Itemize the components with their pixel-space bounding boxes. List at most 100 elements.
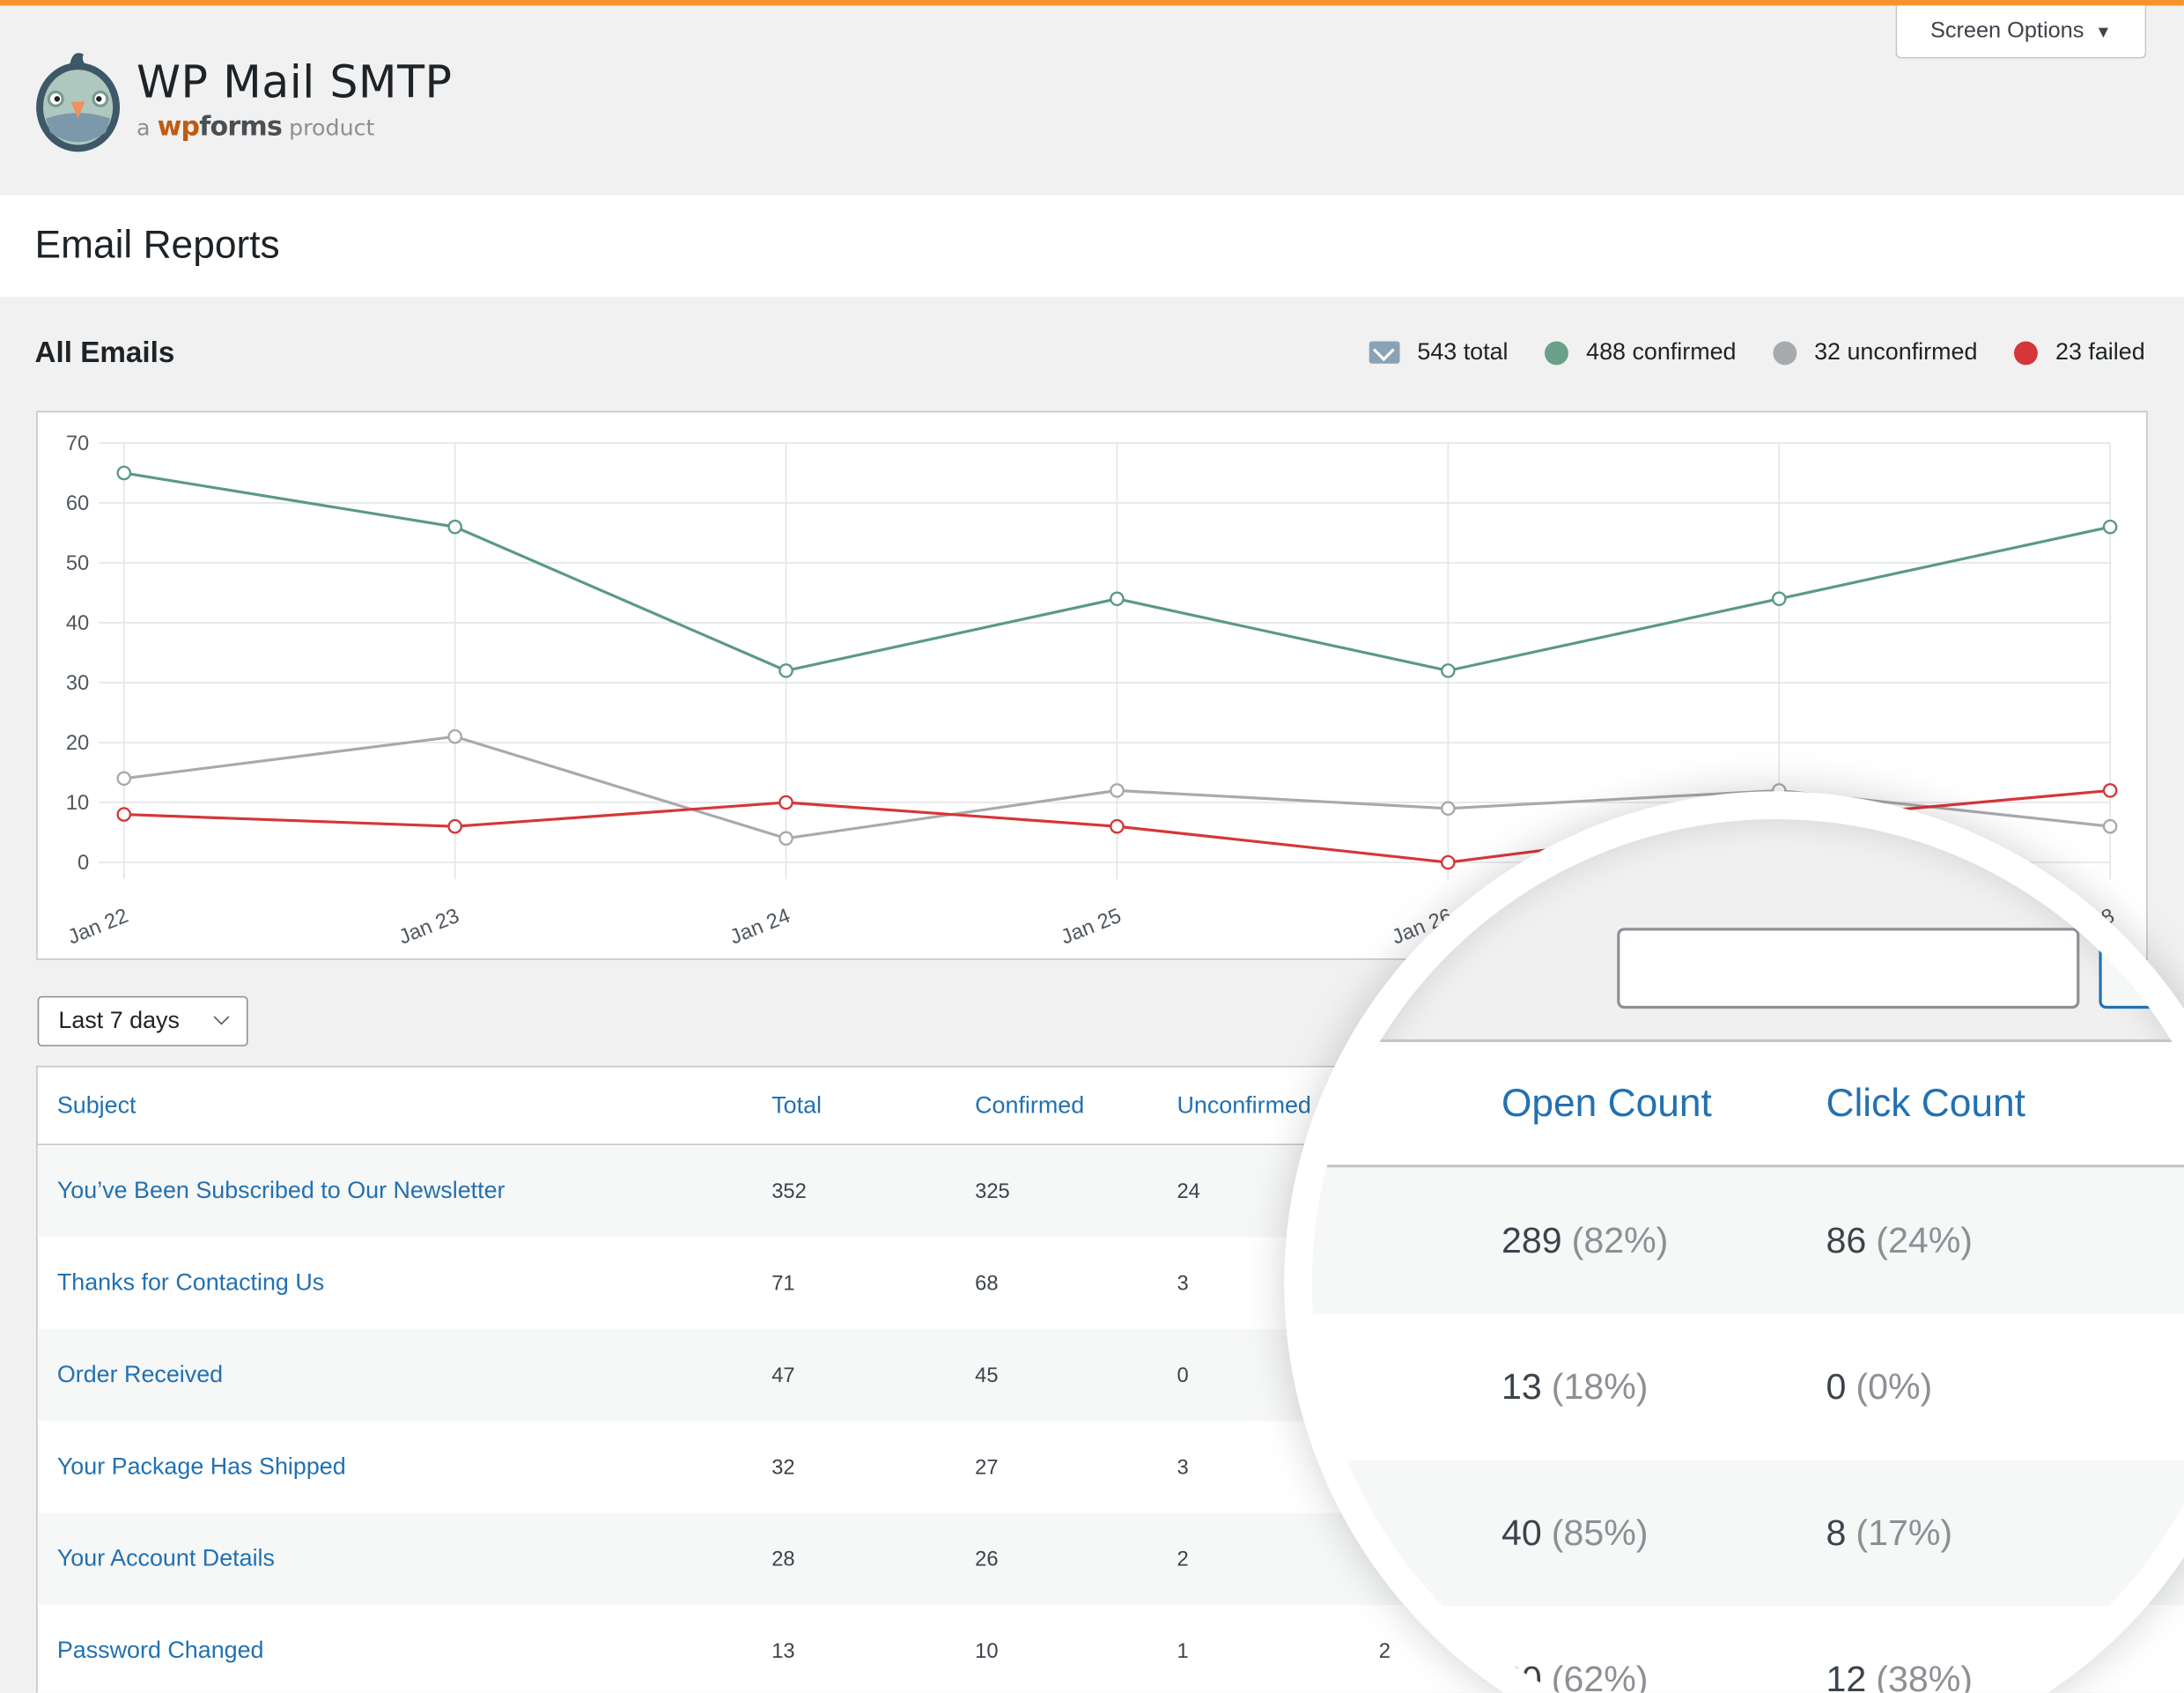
unconfirmed-cell: 0 [1177,1363,1189,1387]
click-count-cell: 8 (17%) [1826,1460,1952,1607]
subject-link[interactable]: Password Changed [56,1637,264,1664]
table-row: Your Package Has Shipped 32 27 3 [38,1421,2184,1512]
section-title: All Emails [34,336,175,370]
failed-data-point [447,818,462,834]
open-count-cell: 289 (82%) [1502,1167,1668,1313]
column-click-count[interactable]: Click Count [1826,1081,2025,1125]
column-total[interactable]: Total [771,1091,823,1119]
open-count-value: 40 [1501,1512,1542,1554]
legend-label: 488 confirmed [1586,338,1737,366]
x-tick-label: Jan 24 [727,905,793,950]
unconfirmed-cell: 2 [1177,1547,1189,1571]
subject-link[interactable]: Thanks for Contacting Us [56,1268,325,1296]
confirmed-cell: 10 [975,1638,999,1663]
click-percent: (17%) [1856,1512,1953,1554]
title-band [0,195,2184,297]
click-percent: (38%) [1876,1658,1973,1693]
legend-label: 23 failed [2055,338,2145,366]
open-count-cell: 40 (85%) [1502,1460,1649,1607]
total-cell: 13 [771,1638,795,1663]
subject-link[interactable]: You’ve Been Subscribed to Our Newsletter [56,1177,505,1204]
unconfirmed-dot-icon [1772,340,1797,365]
magnified-row: 289 (82%) 86 (24%) [1311,1167,2184,1314]
unconfirmed-cell: 3 [1177,1454,1189,1479]
date-range-value: Last 7 days [58,1007,180,1034]
search-input[interactable] [1617,928,2080,1009]
column-confirmed[interactable]: Confirmed [975,1091,1085,1119]
open-count-value: 289 [1501,1218,1562,1261]
open-percent: (62%) [1551,1658,1649,1693]
screen-options-label: Screen Options [1929,18,2084,43]
chevron-down-icon [213,1009,230,1025]
magnified-header: Open Count Click Count [1311,1042,2184,1168]
confirmed-cell: 68 [975,1271,999,1296]
unconfirmed-cell: 24 [1177,1179,1200,1203]
x-tick-label: Jan 25 [1058,905,1125,950]
legend-label: 32 unconfirmed [1814,338,1978,366]
failed-data-point [116,807,132,822]
brand-title: WP Mail SMTP [136,55,453,109]
failed-data-point [778,795,793,810]
y-tick-label: 20 [66,732,89,755]
confirmed-data-point [1110,591,1125,607]
brand-subtitle: a wpforms product [136,112,374,143]
y-tick-label: 70 [66,432,89,455]
unconfirmed-data-point [1110,783,1125,798]
click-count-cell: 86 (24%) [1826,1167,1973,1313]
mail-icon [1369,341,1399,364]
magnified-row: 20 (62%) 12 (38%) [1312,1607,2184,1693]
click-percent: (24%) [1876,1218,1973,1261]
x-tick-label: Jan 22 [65,905,132,950]
column-subject[interactable]: Subject [56,1091,136,1119]
subject-link[interactable]: Your Package Has Shipped [56,1453,346,1480]
brand-prefix: a [136,114,151,141]
open-count-cell: 20 (62%) [1502,1607,1649,1693]
unconfirmed-data-point [778,831,793,846]
legend-confirmed[interactable]: 488 confirmed [1544,338,1737,366]
brand-suffix: product [289,114,375,141]
open-count-value: 20 [1501,1658,1542,1693]
pigeon-logo-icon [36,53,121,152]
total-cell: 32 [771,1454,795,1479]
unconfirmed-data-point [2102,818,2118,834]
failed-data-point [1110,818,1125,834]
magnifier: Open Count Click Count 289 (82%) 86 (24%) 13… [1311,818,2184,1693]
magnified-row: 13 (18%) 0 (0%) [1312,1313,2184,1460]
y-tick-label: 40 [66,612,89,635]
total-cell: 28 [771,1547,795,1571]
confirmed-data-point [116,465,132,481]
confirmed-data-point [447,519,462,535]
y-tick-label: 50 [66,552,89,575]
total-cell: 352 [771,1179,807,1203]
unconfirmed-cell: 1 [1177,1638,1189,1663]
column-unconfirmed[interactable]: Unconfirmed [1177,1091,1311,1119]
magnified-table: Open Count Click Count 289 (82%) 86 (24%) 13… [1311,1039,2184,1693]
confirmed-cell: 26 [975,1547,999,1571]
y-tick-label: 0 [77,852,89,875]
confirmed-data-point [1441,663,1456,678]
brand-wp: wp [157,111,200,143]
search-button[interactable] [2099,928,2184,1009]
y-tick-label: 10 [66,792,89,815]
subject-link[interactable]: Order Received [56,1361,224,1388]
subject-link[interactable]: Your Account Details [56,1544,275,1572]
click-percent: (0%) [1856,1364,1933,1408]
click-count-cell: 12 (38%) [1826,1607,1973,1693]
screen-options-button[interactable]: Screen Options ▼ [1895,5,2147,59]
open-count-cell: 13 (18%) [1502,1313,1649,1460]
page-title: Email Reports [34,223,280,267]
open-percent: (85%) [1551,1512,1649,1554]
column-open-count[interactable]: Open Count [1501,1081,1712,1125]
confirmed-cell: 325 [975,1179,1010,1203]
failed-data-point [1441,854,1456,870]
click-count-value: 8 [1826,1512,1847,1554]
magnified-row: 40 (85%) 8 (17%) [1311,1460,2184,1607]
legend-unconfirmed[interactable]: 32 unconfirmed [1772,338,1978,366]
legend-failed[interactable]: 23 failed [2013,338,2145,366]
x-tick-label: Jan 23 [395,905,462,950]
legend-label: 543 total [1417,338,1509,366]
confirmed-data-point [1771,591,1787,607]
confirmed-data-point [778,663,793,678]
date-range-select[interactable]: Last 7 days [37,995,248,1046]
open-percent: (18%) [1551,1364,1649,1408]
